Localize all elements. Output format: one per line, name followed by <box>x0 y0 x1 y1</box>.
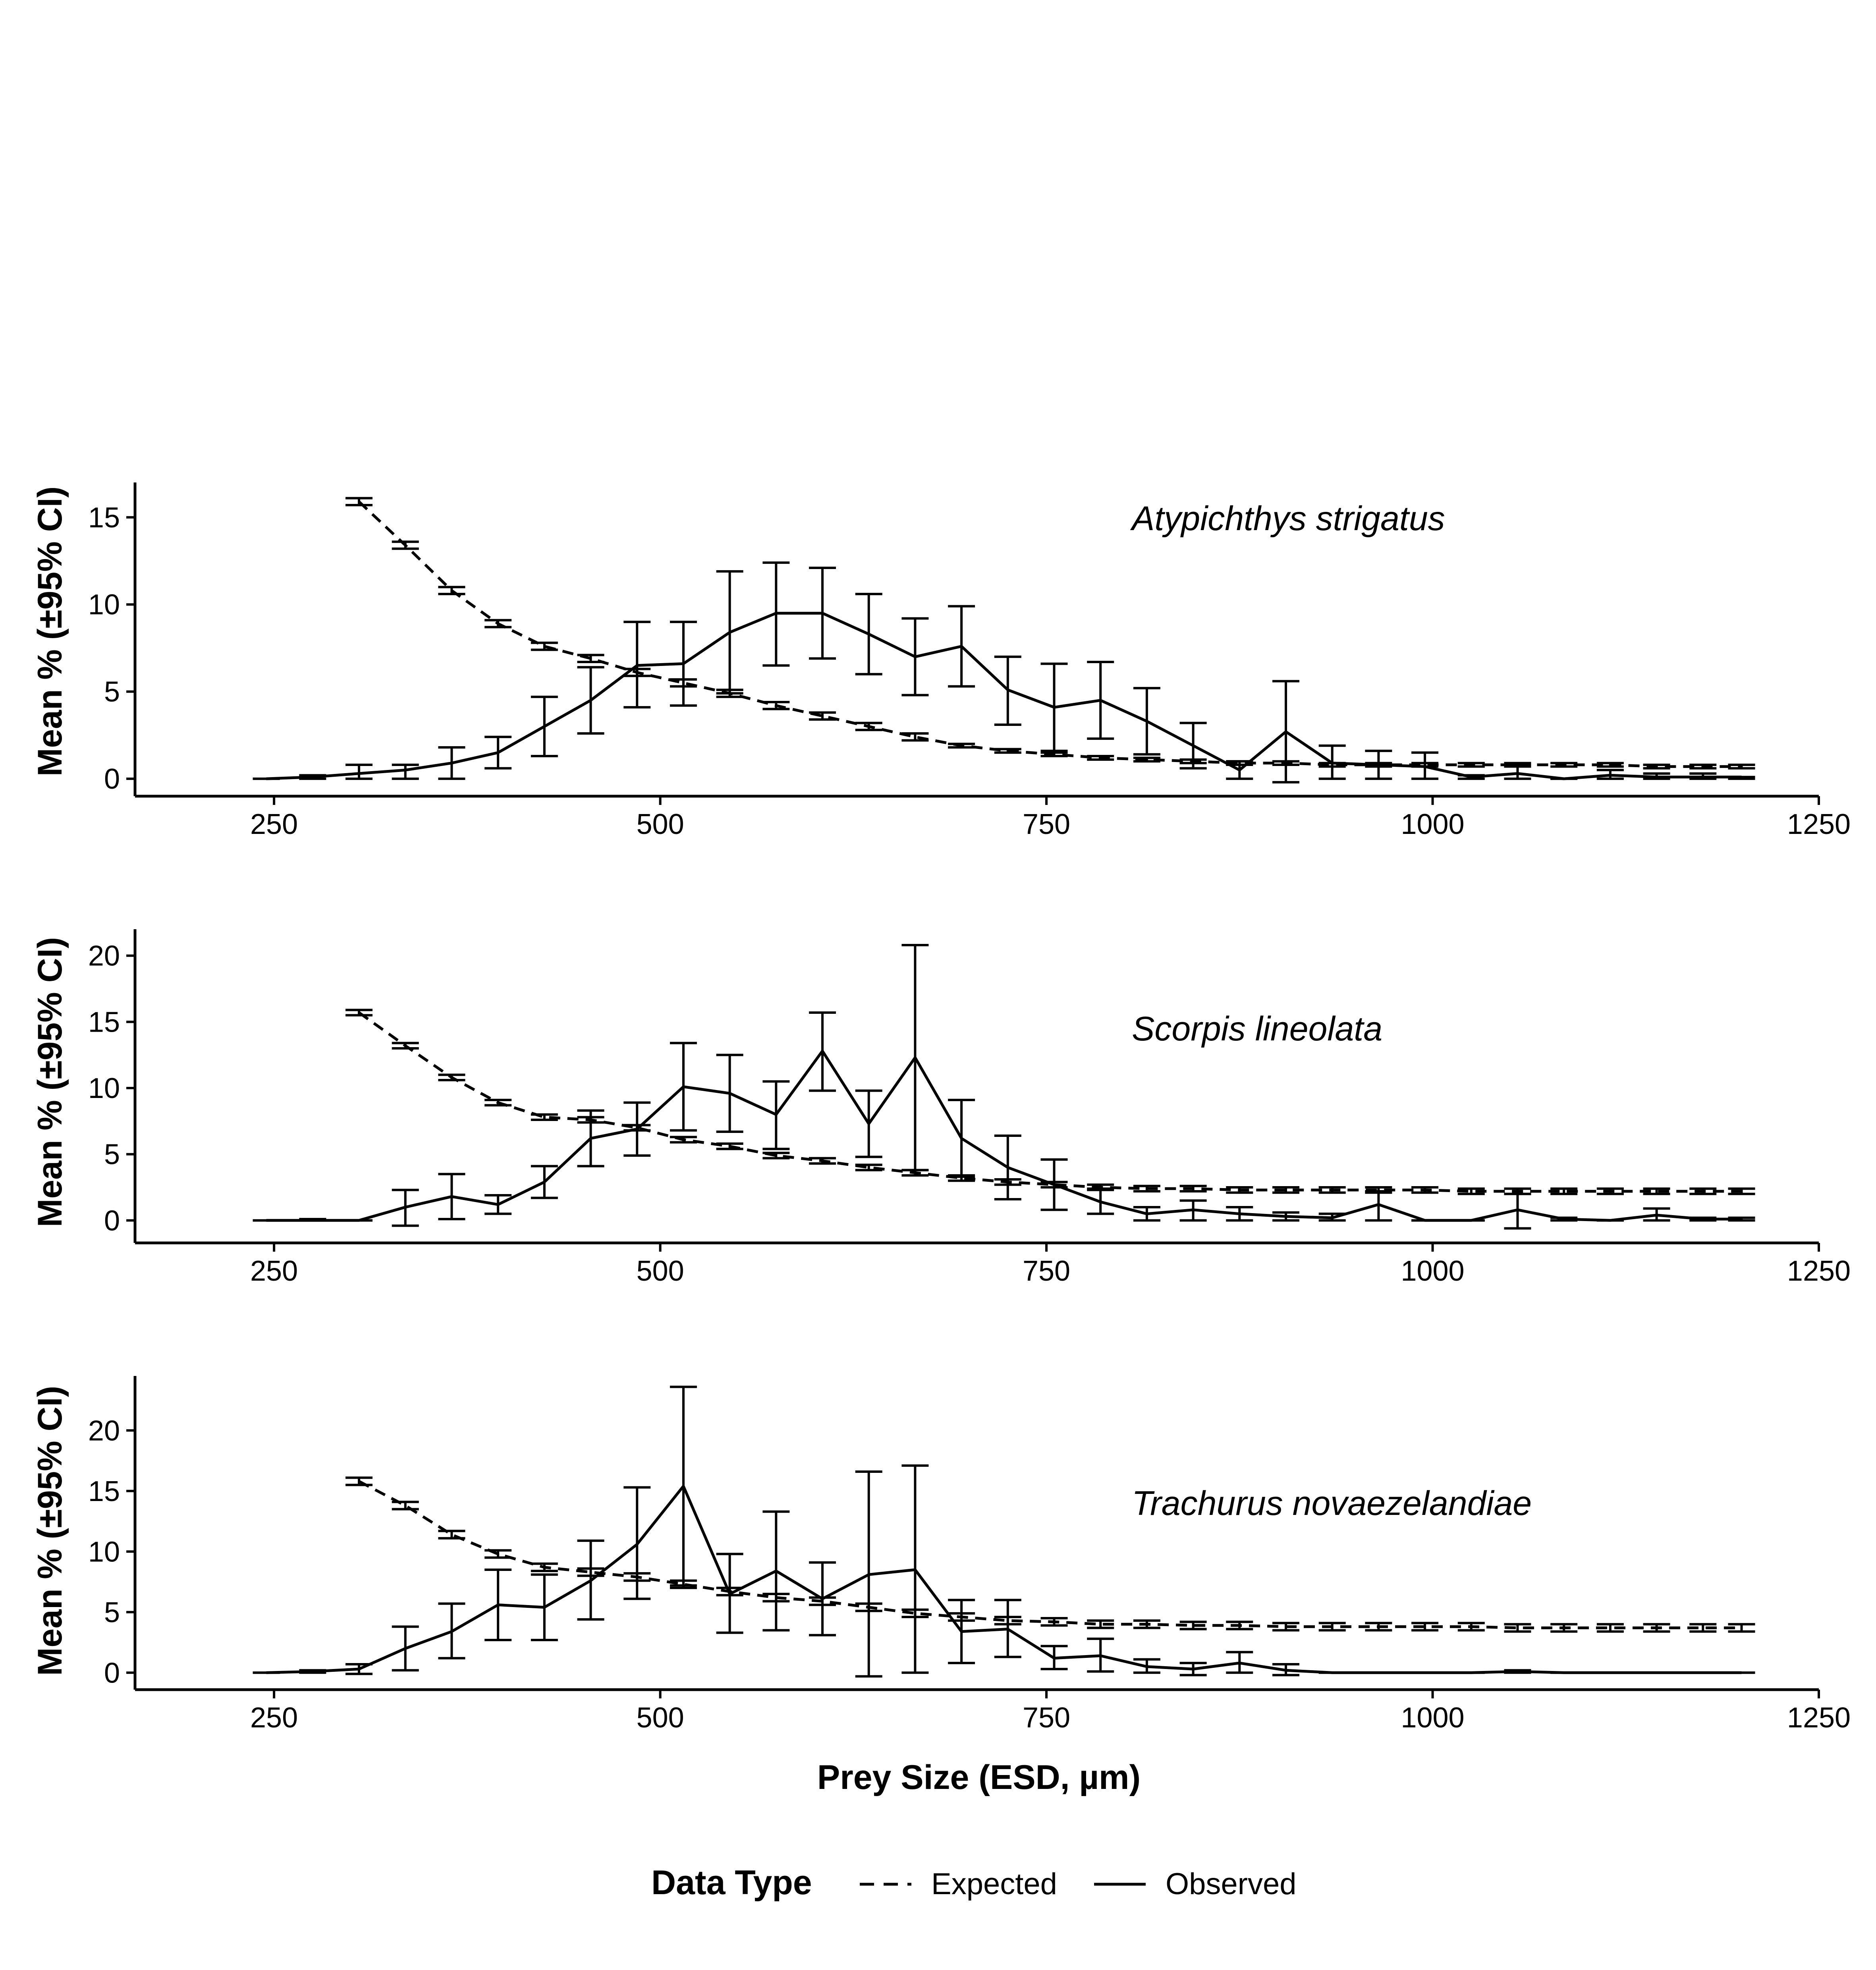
x-tick-label: 250 <box>250 808 298 840</box>
observed-error-bar <box>345 764 373 780</box>
axes-layer: 0 5 10 15 250 500 750 1000 1250 <box>88 482 1851 840</box>
expected-error-bar <box>809 711 836 721</box>
x-tick-label: 750 <box>1023 1255 1070 1287</box>
panel-trachurus-novaezelandiae: 0 5 10 15 20 250 500 750 1000 1250 Mean % (±95% C… <box>31 1376 1851 1734</box>
expected-error-bar <box>1643 1187 1670 1195</box>
series-layer <box>253 1385 1755 1678</box>
legend: Data Type Expected Observed <box>651 1864 1297 1902</box>
x-tick-label: 250 <box>250 1702 298 1734</box>
y-tick-label: 10 <box>88 589 120 621</box>
expected-error-bar <box>1550 1187 1578 1195</box>
expected-error-bar <box>1411 1622 1439 1632</box>
y-axis-title: Mean % (±95% CI) <box>31 486 69 777</box>
observed-line <box>266 1485 1742 1674</box>
series-layer <box>253 944 1755 1230</box>
expected-line <box>358 500 1742 768</box>
x-tick-label: 1000 <box>1401 1255 1464 1287</box>
axes-layer: 0 5 10 15 20 250 500 750 1000 1250 <box>88 1376 1851 1734</box>
legend-label-expected: Expected <box>931 1867 1057 1901</box>
observed-line <box>266 612 1742 780</box>
y-tick-label: 0 <box>104 1205 120 1237</box>
x-tick-label: 250 <box>250 1255 298 1287</box>
expected-error-bar <box>1728 1187 1755 1195</box>
panel-title: Atypichthys strigatus <box>1130 500 1445 538</box>
x-tick-label: 500 <box>636 808 684 840</box>
x-tick-label: 500 <box>636 1255 684 1287</box>
expected-error-bar <box>670 678 697 688</box>
expected-error-bar <box>1318 762 1346 768</box>
expected-error-bar <box>1504 1623 1531 1633</box>
y-tick-label: 0 <box>104 1657 120 1689</box>
expected-error-bar <box>994 1615 1021 1626</box>
y-tick-label: 15 <box>88 1476 120 1507</box>
expected-line <box>358 1011 1742 1193</box>
x-tick-label: 1250 <box>1787 808 1851 840</box>
axes-layer: 0 5 10 15 20 250 500 750 1000 1250 <box>88 929 1851 1287</box>
x-tick-label: 750 <box>1023 1702 1070 1734</box>
y-tick-label: 15 <box>88 502 120 534</box>
expected-error-bar <box>1689 1623 1717 1633</box>
x-tick-label: 500 <box>636 1702 684 1734</box>
y-tick-label: 20 <box>88 1415 120 1447</box>
expected-error-bar <box>901 1608 929 1618</box>
legend-label-observed: Observed <box>1166 1867 1297 1901</box>
expected-error-bar <box>1457 1187 1485 1195</box>
expected-error-bar <box>1504 762 1531 768</box>
y-tick-label: 15 <box>88 1006 120 1038</box>
y-tick-label: 0 <box>104 763 120 795</box>
expected-error-bar <box>1272 1186 1299 1194</box>
expected-line <box>358 1480 1742 1629</box>
y-tick-label: 10 <box>88 1073 120 1104</box>
y-tick-label: 20 <box>88 940 120 972</box>
expected-error-bar <box>901 732 929 742</box>
y-axis-title: Mean % (±95% CI) <box>31 937 69 1227</box>
expected-error-bar <box>392 1501 419 1511</box>
observed-line <box>266 1050 1742 1222</box>
panel-title: Scorpis lineolata <box>1132 1010 1382 1048</box>
y-tick-label: 10 <box>88 1536 120 1568</box>
expected-error-bar <box>1040 1181 1068 1189</box>
expected-error-bar <box>1087 1619 1114 1629</box>
panel-title: Trachurus novaezelandiae <box>1132 1484 1532 1522</box>
expected-error-bar <box>1365 1186 1392 1194</box>
expected-error-bar <box>948 1174 975 1182</box>
expected-error-bar <box>1179 1621 1207 1630</box>
panel-scorpis-lineolata: 0 5 10 15 20 250 500 750 1000 1250 Mean % (±95% C… <box>31 929 1851 1287</box>
x-tick-label: 1250 <box>1787 1702 1851 1734</box>
y-tick-label: 5 <box>104 1597 120 1628</box>
x-axis-title: Prey Size (ESD, µm) <box>817 1758 1141 1796</box>
expected-error-bar <box>670 1579 697 1589</box>
legend-title: Data Type <box>651 1864 812 1902</box>
x-tick-label: 1000 <box>1401 808 1464 840</box>
expected-error-bar <box>1226 760 1253 766</box>
y-tick-label: 5 <box>104 676 120 708</box>
observed-error-bar <box>392 764 419 780</box>
series-layer <box>253 497 1755 783</box>
expected-error-bar <box>1411 762 1439 768</box>
x-tick-label: 1250 <box>1787 1255 1851 1287</box>
y-tick-label: 5 <box>104 1139 120 1171</box>
panel-atypichthys-strigatus: 0 5 10 15 250 500 750 1000 1250 Mean % (±95% CI)… <box>31 482 1851 840</box>
expected-error-bar <box>577 1567 604 1577</box>
expected-error-bar <box>1728 764 1755 770</box>
expected-error-bar <box>1728 1623 1755 1633</box>
x-tick-label: 750 <box>1023 808 1070 840</box>
x-tick-label: 1000 <box>1401 1702 1464 1734</box>
expected-error-bar <box>1596 1623 1624 1633</box>
y-axis-title: Mean % (±95% CI) <box>31 1386 69 1676</box>
